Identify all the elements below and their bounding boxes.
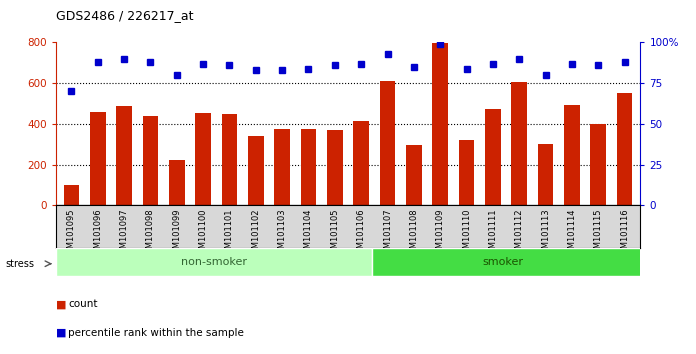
Text: GSM101106: GSM101106: [356, 209, 365, 259]
Bar: [274, 129, 290, 205]
Bar: [537, 144, 553, 205]
Text: GSM101098: GSM101098: [146, 209, 155, 259]
Bar: [354, 121, 369, 205]
Bar: [116, 105, 132, 205]
Bar: [56, 248, 372, 276]
Bar: [301, 129, 317, 205]
Text: GSM101095: GSM101095: [67, 209, 76, 259]
Bar: [512, 82, 527, 205]
Bar: [63, 185, 79, 205]
Text: GSM101105: GSM101105: [331, 209, 340, 259]
Bar: [590, 124, 606, 205]
Bar: [406, 145, 422, 205]
Text: GSM101101: GSM101101: [225, 209, 234, 259]
Text: GSM101109: GSM101109: [436, 209, 445, 259]
Text: GSM101113: GSM101113: [541, 209, 550, 259]
Bar: [90, 112, 106, 205]
Text: GSM101102: GSM101102: [251, 209, 260, 259]
Bar: [143, 116, 159, 205]
Text: GSM101108: GSM101108: [409, 209, 418, 259]
Text: GSM101097: GSM101097: [120, 209, 129, 259]
Bar: [221, 114, 237, 205]
Text: GSM101099: GSM101099: [173, 209, 182, 259]
Text: GSM101107: GSM101107: [383, 209, 392, 259]
Text: GSM101096: GSM101096: [93, 209, 102, 259]
Text: ■: ■: [56, 299, 66, 309]
Text: stress: stress: [6, 259, 35, 269]
Text: smoker: smoker: [483, 257, 524, 267]
Text: GDS2486 / 226217_at: GDS2486 / 226217_at: [56, 9, 193, 22]
Bar: [432, 44, 448, 205]
Text: GSM101112: GSM101112: [514, 209, 523, 259]
Bar: [372, 248, 651, 276]
Text: GSM101104: GSM101104: [304, 209, 313, 259]
Bar: [169, 160, 184, 205]
Text: ■: ■: [56, 328, 66, 338]
Text: GSM101100: GSM101100: [198, 209, 207, 259]
Bar: [327, 130, 342, 205]
Text: GSM101116: GSM101116: [620, 209, 629, 259]
Text: GSM101110: GSM101110: [462, 209, 471, 259]
Text: GSM101115: GSM101115: [594, 209, 603, 259]
Text: count: count: [68, 299, 97, 309]
Text: GSM101114: GSM101114: [567, 209, 576, 259]
Bar: [379, 81, 395, 205]
Bar: [459, 140, 475, 205]
Text: GSM101111: GSM101111: [489, 209, 498, 259]
Bar: [248, 136, 264, 205]
Bar: [617, 93, 633, 205]
Text: GSM101103: GSM101103: [278, 209, 287, 259]
Bar: [196, 113, 211, 205]
Bar: [485, 109, 500, 205]
Text: non-smoker: non-smoker: [181, 257, 246, 267]
Text: percentile rank within the sample: percentile rank within the sample: [68, 328, 244, 338]
Bar: [564, 104, 580, 205]
